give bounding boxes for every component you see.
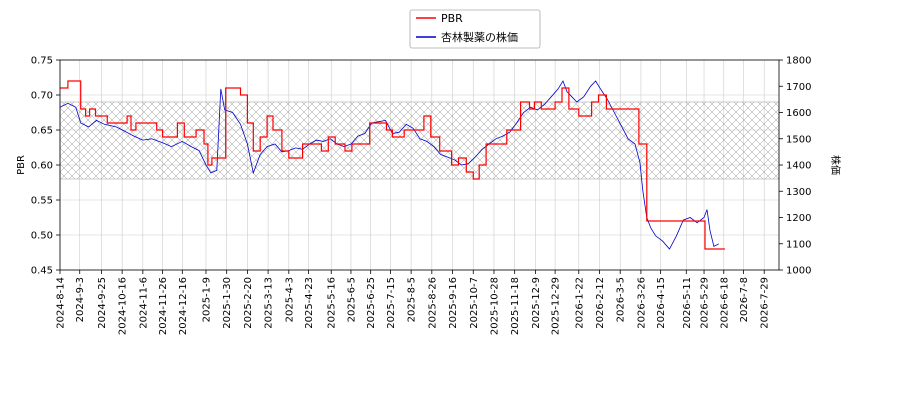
x-tick-label: 2026-7-8: [739, 277, 750, 322]
x-tick-label: 2025-10-28: [489, 277, 500, 335]
left-tick-label: 0.65: [31, 126, 53, 137]
x-tick-label: 2024-8-14: [56, 277, 67, 329]
x-tick-label: 2025-12-9: [531, 277, 542, 329]
left-axis-label: PBR: [16, 155, 27, 175]
right-tick-label: 1000: [786, 266, 811, 277]
right-axis-label: 株価: [829, 155, 842, 175]
x-tick-label: 2026-4-15: [656, 277, 667, 329]
right-tick-label: 1700: [786, 82, 811, 93]
right-tick-label: 1200: [786, 213, 811, 224]
right-tick-label: 1300: [786, 187, 811, 198]
right-tick-label: 1600: [786, 108, 811, 119]
right-tick-label: 1100: [786, 239, 811, 250]
legend-box: [409, 9, 541, 49]
legend: PBR 杏林製薬の株価: [409, 9, 541, 49]
x-tick-label: 2026-7-29: [760, 277, 771, 329]
x-tick-label: 2026-5-29: [700, 277, 711, 329]
left-tick-label: 0.70: [31, 91, 53, 102]
x-tick-label: 2025-6-25: [366, 277, 377, 329]
x-tick-label: 2026-3-5: [616, 277, 627, 322]
x-tick-label: 2024-10-16: [118, 277, 129, 335]
pbr-series-line: [60, 80, 725, 250]
x-tick-label: 2026-1-22: [574, 277, 585, 329]
x-tick-label: 2025-3-13: [264, 277, 275, 329]
left-tick-label: 0.60: [31, 161, 53, 172]
left-tick-label: 0.75: [31, 56, 53, 67]
x-tick-label: 2025-2-20: [243, 277, 254, 329]
x-tick-label: 2026-6-18: [719, 277, 730, 329]
x-tick-label: 2026-3-26: [636, 277, 647, 329]
x-tick-label: 2025-1-30: [222, 277, 233, 329]
price-series-line: [60, 80, 719, 250]
x-tick-label: 2026-2-12: [595, 277, 606, 329]
x-tick-label: 2025-8-26: [427, 277, 438, 329]
legend-label-pbr: PBR: [441, 12, 463, 25]
left-tick-label: 0.55: [31, 196, 53, 207]
x-tick-label: 2025-11-18: [510, 277, 521, 335]
x-tick-label: 2026-5-11: [682, 277, 693, 329]
legend-label-price: 杏林製薬の株価: [441, 30, 518, 44]
x-tick-label: 2025-4-23: [304, 277, 315, 329]
x-tick-label: 2024-12-16: [178, 277, 189, 335]
right-tick-label: 1400: [786, 161, 811, 172]
left-tick-label: 0.50: [31, 231, 53, 242]
x-tick-label: 2025-6-5: [346, 277, 357, 322]
x-tick-label: 2024-9-25: [97, 277, 108, 329]
right-tick-label: 1500: [786, 134, 811, 145]
x-tick-label: 2024-11-26: [158, 277, 169, 335]
x-tick-label: 2025-12-29: [551, 277, 562, 335]
right-axis-ticks: 1000 1100 1200 1300 1400 1500 1600 1700 1800: [779, 56, 811, 277]
left-tick-label: 0.45: [31, 266, 53, 277]
x-tick-label: 2025-10-7: [469, 277, 480, 329]
x-tick-label: 2025-1-9: [201, 277, 212, 322]
x-tick-label: 2024-9-3: [75, 277, 86, 322]
right-tick-label: 1800: [786, 56, 811, 67]
x-tick-label: 2025-5-16: [327, 277, 338, 329]
left-axis-ticks: 0.45 0.50 0.55 0.60 0.65 0.70 0.75: [31, 56, 60, 277]
x-axis-ticks: 2024-8-14 2024-9-3 2024-9-25 2024-10-16 2024…: [56, 270, 771, 335]
x-tick-label: 2025-4-3: [284, 277, 295, 322]
x-tick-label: 2024-11-6: [138, 277, 149, 329]
x-tick-label: 2025-8-5: [407, 277, 418, 322]
x-tick-label: 2025-9-16: [448, 277, 459, 329]
x-tick-label: 2025-7-15: [386, 277, 397, 329]
crosshatch-band: [59, 101, 780, 180]
